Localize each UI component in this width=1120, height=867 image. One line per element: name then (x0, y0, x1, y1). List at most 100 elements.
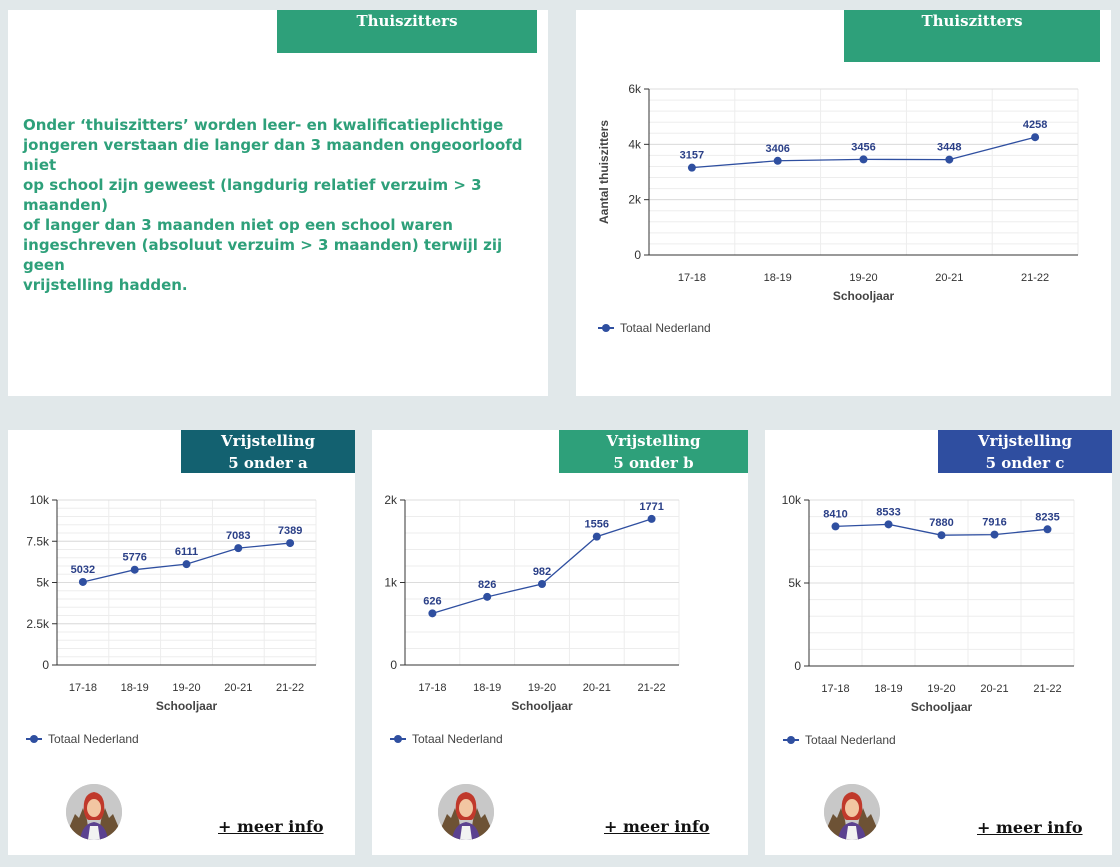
data-label: 6111 (175, 546, 198, 558)
y-tick-label: 2k (384, 493, 398, 507)
meer-info-link[interactable]: + meer info (218, 817, 324, 836)
x-tick-label: 19-20 (172, 682, 200, 694)
data-label: 1556 (585, 519, 609, 531)
data-label: 5032 (71, 564, 95, 576)
woman-avatar-icon (824, 784, 880, 840)
y-tick-label: 0 (794, 659, 801, 673)
legend-series-marker (783, 735, 799, 745)
x-axis-title: Schooljaar (156, 699, 218, 713)
x-axis-title: Schooljaar (833, 289, 895, 303)
data-point (1043, 525, 1052, 534)
data-label: 626 (423, 595, 441, 607)
chart-legend[interactable]: Totaal Nederland (26, 732, 139, 746)
thuiszitters-card: Thuiszitters 0 2k 4k 6k 17-18 18-19 19-20 20-21… (576, 10, 1111, 396)
x-tick-label: 17-18 (678, 272, 706, 284)
data-point (130, 565, 139, 574)
data-label: 1771 (639, 501, 663, 513)
data-point (286, 539, 295, 548)
x-tick-label: 19-20 (927, 683, 955, 695)
y-tick-label: 6k (628, 82, 642, 96)
y-tick-label: 5k (36, 576, 50, 590)
data-point (884, 520, 893, 529)
x-tick-label: 17-18 (418, 682, 446, 694)
intro-card: Thuiszitters Onder ‘thuiszitters’ worden… (8, 10, 548, 396)
meer-info-link[interactable]: + meer info (977, 818, 1083, 837)
vrijstelling-a-chart: 0 2.5k 5k 7.5k 10k 17-18 18-19 19-20 20-21 21-22 S… (26, 493, 317, 713)
intro-line: ingeschreven (absoluut verzuim > 3 maand… (23, 236, 503, 274)
data-point (483, 592, 492, 601)
data-label: 4258 (1023, 119, 1047, 131)
data-point (1031, 133, 1040, 142)
x-axis-title: Schooljaar (911, 700, 973, 714)
y-tick-label: 2k (628, 193, 642, 207)
intro-line: op school zijn geweest (langdurig relati… (23, 176, 482, 194)
x-tick-label: 17-18 (821, 683, 849, 695)
x-tick-label: 18-19 (874, 683, 902, 695)
data-point (647, 514, 656, 523)
y-tick-label: 10k (30, 493, 50, 507)
vrijstelling-b-title-line2: 5 onder b (613, 454, 694, 472)
woman-avatar-icon (438, 784, 494, 840)
intro-line: vrijstelling hadden. (23, 276, 188, 294)
vrijstelling-b-card: Vrijstelling 5 onder b 0 1k 2k 17-18 18-19 19… (372, 430, 748, 855)
data-label: 8235 (1035, 511, 1059, 523)
thuiszitters-title: Thuiszitters (921, 12, 1023, 30)
y-tick-label: 1k (384, 576, 398, 590)
data-point (78, 577, 87, 586)
intro-title-tab: Thuiszitters (277, 10, 537, 53)
legend-label: Totaal Nederland (805, 733, 896, 747)
y-tick-label: 0 (390, 658, 397, 672)
vrijstelling-c-title-line2: 5 onder c (985, 454, 1065, 472)
woman-avatar-icon (66, 784, 122, 840)
chart-legend[interactable]: Totaal Nederland (390, 732, 503, 746)
y-axis-title: Aantal thuiszitters (597, 120, 611, 224)
y-tick-label: 0 (42, 658, 49, 672)
data-label: 7083 (226, 530, 250, 542)
data-label: 5776 (122, 552, 146, 564)
x-tick-label: 20-21 (583, 682, 611, 694)
data-point (538, 579, 546, 588)
thuiszitters-title-tab: Thuiszitters (844, 10, 1100, 62)
data-label: 8533 (876, 506, 900, 518)
plot-area (649, 89, 1078, 255)
x-tick-label: 21-22 (1021, 272, 1049, 284)
x-axis-title: Schooljaar (511, 699, 573, 713)
chart-legend[interactable]: Totaal Nederland (598, 321, 711, 335)
vrijstelling-a-card: Vrijstelling 5 onder a 0 2.5k 5k 7.5k 10k 17-… (8, 430, 355, 855)
data-label: 7916 (982, 517, 1006, 529)
vrijstelling-a-title-line1: Vrijstelling (220, 432, 316, 450)
data-label: 7880 (929, 517, 953, 529)
legend-series-marker (390, 734, 406, 744)
vrijstelling-b-title-tab: Vrijstelling 5 onder b (559, 430, 748, 473)
vrijstelling-b-title-line1: Vrijstelling (606, 432, 701, 450)
vrijstelling-a-title-tab: Vrijstelling 5 onder a (181, 430, 355, 473)
y-tick-label: 10k (782, 493, 802, 507)
intro-line: of langer dan 3 maanden niet op een scho… (23, 216, 453, 234)
intro-line: maanden) (23, 196, 108, 214)
data-label: 3157 (680, 150, 704, 162)
intro-line: jongeren verstaan die langer dan 3 maand… (23, 136, 523, 174)
data-point (859, 155, 868, 164)
x-tick-label: 20-21 (980, 683, 1008, 695)
data-label: 8410 (823, 508, 847, 520)
data-point (182, 560, 191, 569)
x-tick-label: 21-22 (276, 682, 304, 694)
y-tick-label: 2.5k (26, 617, 50, 631)
data-point (592, 532, 601, 541)
x-tick-label: 18-19 (473, 682, 501, 694)
vrijstelling-c-title-line1: Vrijstelling (977, 432, 1073, 450)
data-point (945, 155, 954, 164)
y-tick-label: 0 (634, 248, 641, 262)
data-point (937, 531, 946, 540)
y-tick-label: 7.5k (26, 534, 50, 548)
data-point (428, 609, 437, 618)
x-tick-label: 19-20 (528, 682, 556, 694)
chart-legend[interactable]: Totaal Nederland (783, 733, 896, 747)
vrijstelling-c-card: Vrijstelling 5 onder c 0 5k 10k 17-18 18-19 1… (765, 430, 1112, 855)
data-label: 3456 (851, 141, 875, 153)
intro-title: Thuiszitters (356, 12, 458, 30)
data-label: 982 (533, 566, 551, 578)
meer-info-link[interactable]: + meer info (604, 817, 710, 836)
vrijstelling-a-title-line2: 5 onder a (228, 454, 308, 472)
vrijstelling-c-chart: 0 5k 10k 17-18 18-19 19-20 20-21 21-22 Schooljaa… (782, 493, 1075, 714)
